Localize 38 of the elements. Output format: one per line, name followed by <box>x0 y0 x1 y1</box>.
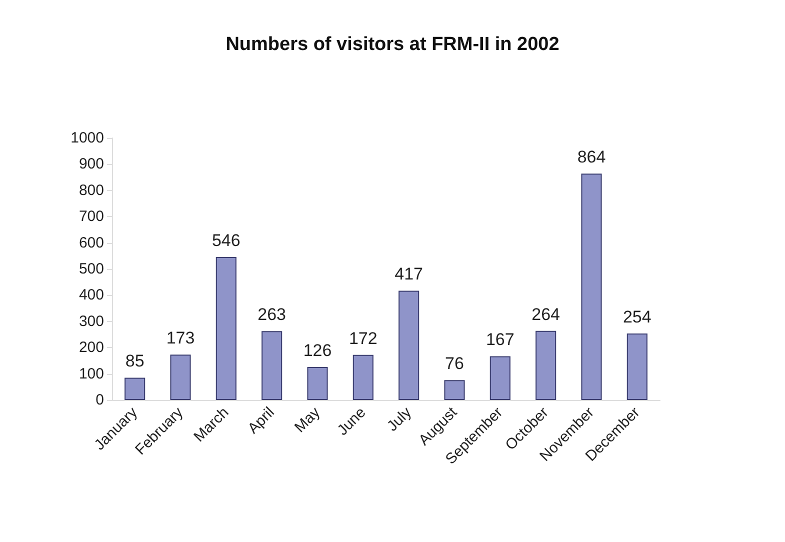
data-label: 254 <box>622 307 652 326</box>
data-label: 126 <box>303 340 332 360</box>
y-tick-label: 300 <box>78 312 104 330</box>
data-label: 173 <box>166 328 195 348</box>
y-tick-label: 400 <box>78 286 104 304</box>
x-tick-label: May <box>291 404 324 436</box>
data-label: 167 <box>486 330 514 350</box>
bar <box>262 331 282 400</box>
data-label: 76 <box>445 354 464 374</box>
y-tick-label: 1000 <box>70 130 104 146</box>
bar <box>124 378 146 400</box>
data-label: 864 <box>577 148 606 167</box>
y-tick-label: 900 <box>78 156 104 173</box>
y-tick-label: 200 <box>78 339 104 356</box>
bar <box>444 380 465 400</box>
bar <box>536 330 556 400</box>
bar <box>216 256 236 400</box>
bar <box>307 366 328 400</box>
data-label: 263 <box>258 305 286 324</box>
data-label: 172 <box>348 328 378 348</box>
y-tick-label: 700 <box>78 208 104 226</box>
y-tick-label: 800 <box>78 182 104 199</box>
bar <box>170 354 191 400</box>
y-tick-label: 0 <box>96 392 104 408</box>
bar <box>398 290 420 400</box>
y-tick-label: 100 <box>78 365 104 382</box>
chart-title: Numbers of visitors at FRM-II in 2002 <box>226 34 560 55</box>
data-label: 546 <box>212 230 240 250</box>
bar <box>490 356 510 400</box>
data-label: 417 <box>394 264 424 284</box>
y-tick-label: 600 <box>78 234 104 252</box>
bar <box>581 174 602 400</box>
data-label: 264 <box>532 304 560 324</box>
data-label: 85 <box>125 352 144 371</box>
bar <box>352 354 374 400</box>
bar <box>626 333 648 400</box>
y-tick-label: 500 <box>78 260 104 278</box>
x-tick-label: July <box>384 404 416 435</box>
